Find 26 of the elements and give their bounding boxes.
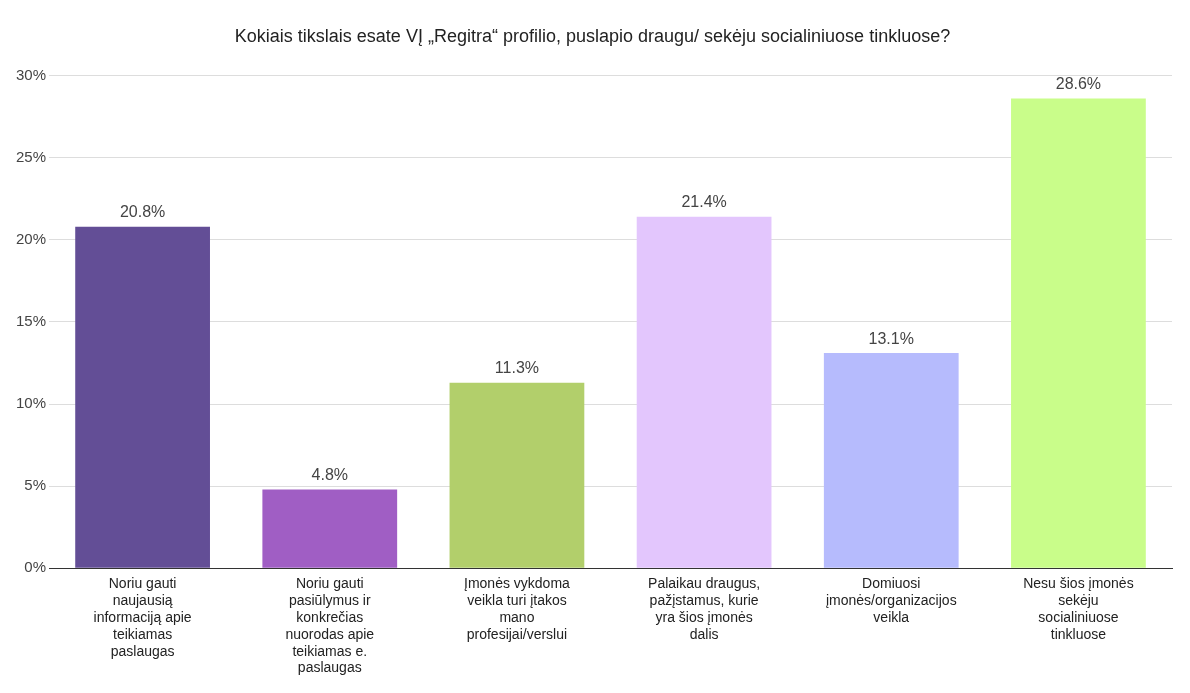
y-tick-label: 15% bbox=[15, 312, 47, 330]
data-label: 20.8% bbox=[119, 203, 166, 221]
chart-title: Kokiais tikslais esate VĮ „Regitra“ profilio, puslapio draugu/ sekėju socialiniuose tinkluose? bbox=[234, 25, 951, 46]
bar bbox=[75, 226, 210, 568]
y-tick-label: 20% bbox=[15, 229, 47, 247]
x-tick-label: Palaikau draugus, pažįstamus, kurie yra šios įmonės dalis bbox=[648, 575, 761, 642]
data-label: 4.8% bbox=[311, 465, 348, 483]
data-label: 11.3% bbox=[494, 359, 540, 377]
x-tick-label: Noriu gauti naujausią informaciją apie teikiamas paslaugas bbox=[93, 575, 192, 659]
y-tick-label: 30% bbox=[15, 65, 47, 83]
y-tick-label: 10% bbox=[15, 394, 47, 412]
data-label: 13.1% bbox=[868, 329, 914, 347]
y-tick-label: 25% bbox=[15, 147, 47, 165]
bar bbox=[636, 216, 772, 568]
y-tick-label: 5% bbox=[24, 476, 47, 494]
bar bbox=[262, 489, 398, 568]
data-label: 28.6% bbox=[1055, 74, 1102, 92]
x-tick-label: Nesu šios įmonės sekėju socialiniuose tinkluose bbox=[1023, 575, 1134, 642]
x-tick-label: Noriu gauti pasiūlymus ir konkrečias nuorodas apie teikiamas e. paslaugas bbox=[285, 575, 375, 676]
bar bbox=[823, 353, 959, 568]
x-tick-label: Įmonės vykdoma veikla turi įtakos mano profesijai/verslui bbox=[464, 575, 571, 642]
x-tick-label: Domiuosi įmonės/organizacijos veikla bbox=[825, 575, 957, 626]
data-label: 21.4% bbox=[681, 193, 727, 211]
y-tick-label: 0% bbox=[24, 558, 47, 576]
bar bbox=[1011, 98, 1146, 568]
bar bbox=[449, 382, 585, 568]
